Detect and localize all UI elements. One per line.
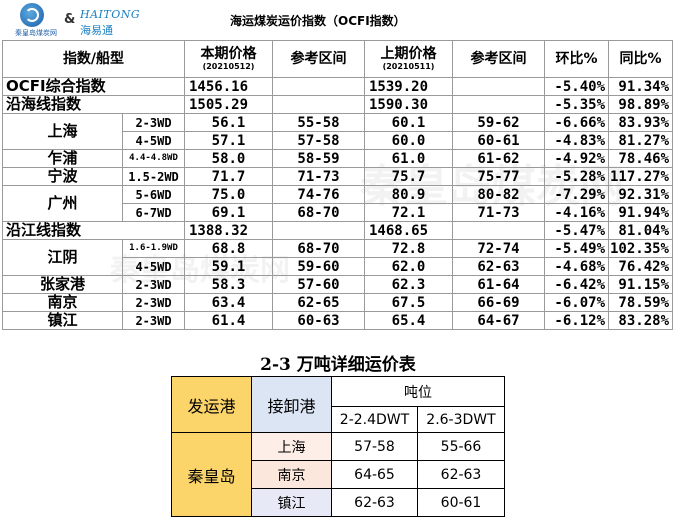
col-header-type: 指数/船型 <box>2 40 185 78</box>
table-row: 南京 64-65 62-63 <box>172 460 505 489</box>
report-header: 秦皇岛煤炭网 & HAITONG 海易通 海运煤炭运价指数（OCFI指数） <box>0 0 676 40</box>
col-header-ref1: 参考区间 <box>272 40 365 78</box>
header-tonnage: 吨位 <box>331 376 505 407</box>
col-header-mom: 环比% <box>544 40 609 78</box>
col-header-previous: 上期价格 (20210511) <box>364 40 453 78</box>
ampersand: & <box>64 12 76 27</box>
table-row: 镇江 62-63 60-61 <box>172 488 505 517</box>
logo-caption: 秦皇岛煤炭网 <box>15 29 57 37</box>
table-row: 乍浦 4.4-4.8WD 58.0 58-59 61.0 61-62 -4.92% 7… <box>2 149 673 168</box>
table-row: 南京 2-3WD 63.4 62-65 67.5 66-69 -6.07% 78.59… <box>2 293 673 312</box>
header-tonnage-col1: 2-2.4DWT <box>331 406 418 433</box>
table-row: 张家港 2-3WD 58.3 57-60 62.3 61-64 -6.42% 91.1… <box>2 275 673 294</box>
table-row: 上海 2-3WD 56.1 55-58 60.1 59-62 -6.66% 83.93… <box>2 113 673 150</box>
table-row: 宁波 1.5-2WD 71.7 71-73 75.7 75-77 -5.28% 117… <box>2 167 673 186</box>
haitong-logo: HAITONG 海易通 <box>80 8 150 37</box>
qhd-coal-logo: 秦皇岛煤炭网 <box>6 3 62 37</box>
header-tonnage-col2: 2.6-3DWT <box>417 406 505 433</box>
haitong-logo-cn: 海易通 <box>80 24 113 37</box>
table-row: OCFI综合指数 1456.16 1539.20 -5.40% 91.34% <box>2 77 673 96</box>
globe-icon <box>20 3 44 27</box>
table-row: 6-7WD 69.1 68-70 72.1 71-73 -4.16% 91.94% <box>3 203 673 222</box>
ocfi-table: 指数/船型 本期价格 (20210512) 参考区间 上期价格 (20210511)… <box>2 40 673 330</box>
table-row: 广州 5-6WD 75.0 74-76 80.9 80-82 -7.29% 92.31… <box>2 185 673 222</box>
origin-port-cell: 秦皇岛 <box>171 432 252 517</box>
dest-port-cell: 上海 <box>251 432 332 461</box>
col-header-current: 本期价格 (20210512) <box>184 40 273 78</box>
table-row: 沿江线指数 1388.32 1468.65 -5.47% 81.04% <box>2 221 673 240</box>
table-row: 江阴 1.6-1.9WD 68.8 68-70 72.8 72-74 -5.49% 1… <box>2 239 673 276</box>
col-header-ref2: 参考区间 <box>452 40 545 78</box>
col-header-yoy: 同比% <box>608 40 673 78</box>
detail-table-title: 2-3 万吨详细运价表 <box>260 355 416 375</box>
detail-rate-table: 发运港 接卸港 吨位 2-2.4DWT 2.6-3DWT 秦皇岛 上海 57-5… <box>171 376 505 517</box>
table-row: 镇江 2-3WD 61.4 60-63 65.4 64-67 -6.12% 83.28… <box>2 311 673 330</box>
page-title: 海运煤炭运价指数（OCFI指数） <box>230 14 406 28</box>
header-dest-port: 接卸港 <box>251 376 332 433</box>
dest-port-cell: 镇江 <box>251 488 332 517</box>
haitong-logo-en: HAITONG <box>80 8 141 21</box>
table-row: 沿海线指数 1505.29 1590.30 -5.35% 98.89% <box>2 95 673 114</box>
table-header-row: 指数/船型 本期价格 (20210512) 参考区间 上期价格 (20210511)… <box>2 40 673 78</box>
table-row: 秦皇岛 上海 57-58 55-66 <box>171 432 505 517</box>
table-row: 4-5WD 59.1 59-60 62.0 62-63 -4.68% 76.42% <box>3 257 673 276</box>
header-origin-port: 发运港 <box>171 376 252 433</box>
dest-port-cell: 南京 <box>251 460 332 489</box>
table-row: 4-5WD 57.1 57-58 60.0 60-61 -4.83% 81.27% <box>3 131 673 150</box>
